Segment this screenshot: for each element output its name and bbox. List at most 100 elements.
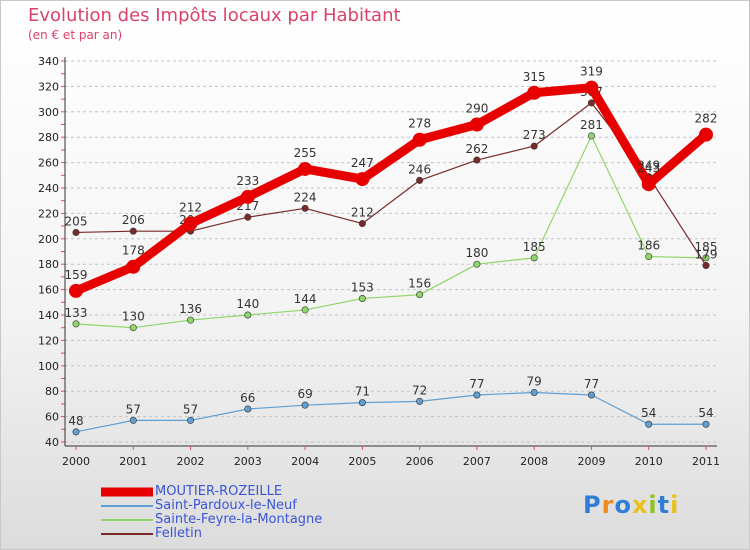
y-tick-label: 260 (38, 157, 59, 170)
logo-letter: r (601, 491, 615, 519)
data-point (129, 227, 137, 235)
data-point (473, 156, 481, 164)
legend-label: Saint-Pardoux-le-Neuf (155, 498, 297, 513)
data-point (587, 132, 595, 140)
y-tick-label: 160 (38, 284, 59, 297)
data-label: 153 (351, 280, 374, 294)
data-label: 243 (637, 161, 660, 175)
chart-subtitle: (en € et par an) (28, 28, 123, 42)
data-point (358, 220, 366, 228)
y-tick-label: 320 (38, 80, 59, 93)
x-tick-label: 2000 (62, 455, 90, 468)
data-point (587, 99, 595, 107)
data-label: 255 (294, 146, 317, 160)
data-label: 185 (695, 240, 718, 254)
data-label: 262 (465, 142, 488, 156)
data-label: 57 (183, 402, 198, 416)
y-tick-label: 140 (38, 309, 59, 322)
data-point (358, 294, 366, 302)
y-tick-label: 180 (38, 258, 59, 271)
data-point (645, 420, 653, 428)
logo-letter: i (648, 491, 658, 519)
data-point (530, 254, 538, 262)
data-label: 57 (126, 402, 141, 416)
data-point (530, 388, 538, 396)
y-tick-label: 280 (38, 131, 59, 144)
x-tick-label: 2003 (234, 455, 262, 468)
data-label: 136 (179, 302, 202, 316)
y-tick-label: 60 (45, 411, 59, 424)
legend-label: Felletin (155, 526, 202, 541)
y-tick-label: 220 (38, 207, 59, 220)
data-label: 319 (580, 65, 603, 79)
x-tick-label: 2008 (520, 455, 548, 468)
x-tick-label: 2004 (291, 455, 319, 468)
data-label: 144 (294, 292, 317, 306)
proxiti-logo: Proxiti (583, 491, 679, 519)
data-label: 133 (65, 306, 88, 320)
data-point (473, 391, 481, 399)
data-point (530, 142, 538, 150)
y-tick-label: 300 (38, 106, 59, 119)
data-point (244, 213, 252, 221)
y-tick-label: 40 (45, 436, 59, 449)
x-tick-label: 2009 (577, 455, 605, 468)
data-point (183, 216, 198, 231)
data-point (702, 254, 710, 262)
data-label: 79 (527, 374, 542, 388)
x-tick-label: 2007 (463, 455, 491, 468)
data-label: 224 (294, 190, 317, 204)
logo-letter: i (670, 491, 680, 519)
x-tick-label: 2005 (348, 455, 376, 468)
series-group: 159 178 212 233 255 247 278 290 315 319 243 282 (65, 65, 718, 298)
data-label: 156 (408, 277, 431, 291)
data-point (473, 260, 481, 268)
x-tick-label: 2002 (177, 455, 205, 468)
data-label: 282 (695, 112, 718, 126)
data-point (469, 117, 484, 132)
legend-label: Sainte-Feyre-la-Montagne (155, 512, 323, 527)
data-label: 179 (695, 247, 718, 261)
data-label: 290 (465, 102, 488, 116)
data-label: 315 (523, 70, 546, 84)
data-point (244, 311, 252, 319)
data-label: 69 (297, 387, 312, 401)
data-label: 72 (412, 383, 427, 397)
data-point (72, 428, 80, 436)
chart-title: Evolution des Impôts locaux par Habitant (28, 5, 401, 26)
data-point (527, 85, 542, 100)
data-label: 186 (637, 239, 660, 253)
logo-letter: P (583, 491, 602, 519)
data-point (587, 391, 595, 399)
y-tick-label: 240 (38, 182, 59, 195)
x-tick-label: 2006 (406, 455, 434, 468)
data-point (240, 189, 255, 204)
data-label: 185 (523, 240, 546, 254)
data-point (699, 127, 713, 142)
series-line (71, 83, 711, 296)
data-point (412, 132, 427, 147)
data-point (301, 204, 309, 212)
y-tick-label: 80 (45, 385, 59, 398)
y-tick-label: 340 (38, 55, 59, 68)
data-point (69, 283, 83, 298)
data-point (416, 291, 424, 299)
legend-swatch (101, 519, 153, 521)
x-tick-label: 2001 (119, 455, 147, 468)
data-label: 206 (122, 213, 145, 227)
data-point (301, 306, 309, 314)
data-label: 140 (236, 297, 259, 311)
series-group: 48 57 57 66 69 71 72 77 79 77 54 54 (68, 374, 714, 436)
data-label: 77 (584, 377, 599, 391)
data-label: 205 (65, 214, 88, 228)
data-point (244, 405, 252, 413)
data-point (72, 228, 80, 236)
data-label: 54 (641, 406, 656, 420)
data-label: 130 (122, 310, 145, 324)
x-tick-label: 2010 (635, 455, 663, 468)
data-label: 54 (698, 406, 713, 420)
data-label: 212 (351, 206, 374, 220)
data-label: 48 (68, 414, 83, 428)
legend-swatch (101, 533, 153, 535)
